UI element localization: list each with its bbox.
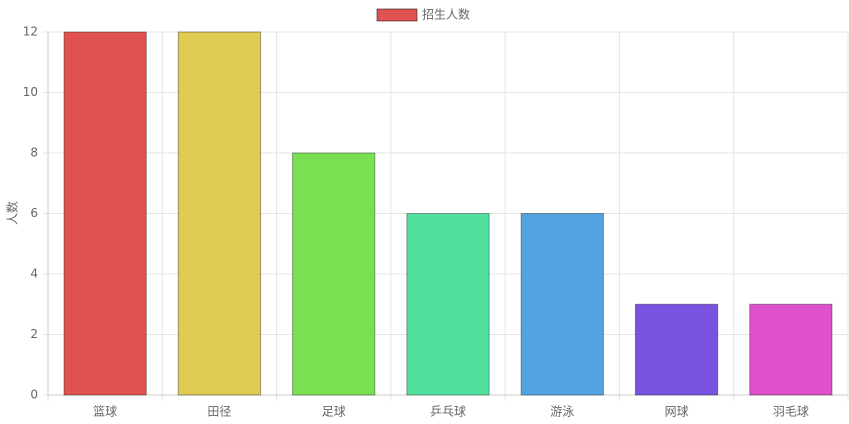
y-tick-label: 4 (30, 267, 38, 281)
y-tick-label: 2 (30, 327, 38, 341)
x-tick-label: 篮球 (93, 404, 117, 419)
x-tick-label: 足球 (322, 405, 346, 419)
y-axis-title: 人数 (5, 201, 20, 225)
bar (634, 303, 719, 396)
x-tick-label: 羽毛球 (773, 405, 809, 419)
y-tick-label: 10 (23, 85, 38, 99)
bar (520, 213, 604, 396)
x-tick-label: 网球 (665, 405, 689, 419)
y-tick-label: 6 (30, 206, 38, 220)
y-tick-label: 12 (23, 25, 38, 39)
x-tick-label: 游泳 (550, 405, 574, 419)
x-tick-label: 田径 (207, 405, 231, 419)
bar (63, 31, 147, 396)
x-tick-label: 乒乓球 (430, 405, 466, 419)
y-tick-label: 8 (30, 146, 38, 160)
bar (406, 213, 490, 396)
bar (177, 31, 262, 396)
y-tick-label: 0 (30, 388, 38, 402)
legend-label: 招生人数 (422, 7, 470, 22)
legend-swatch (376, 8, 418, 22)
bar (292, 152, 376, 396)
bar (749, 303, 833, 396)
